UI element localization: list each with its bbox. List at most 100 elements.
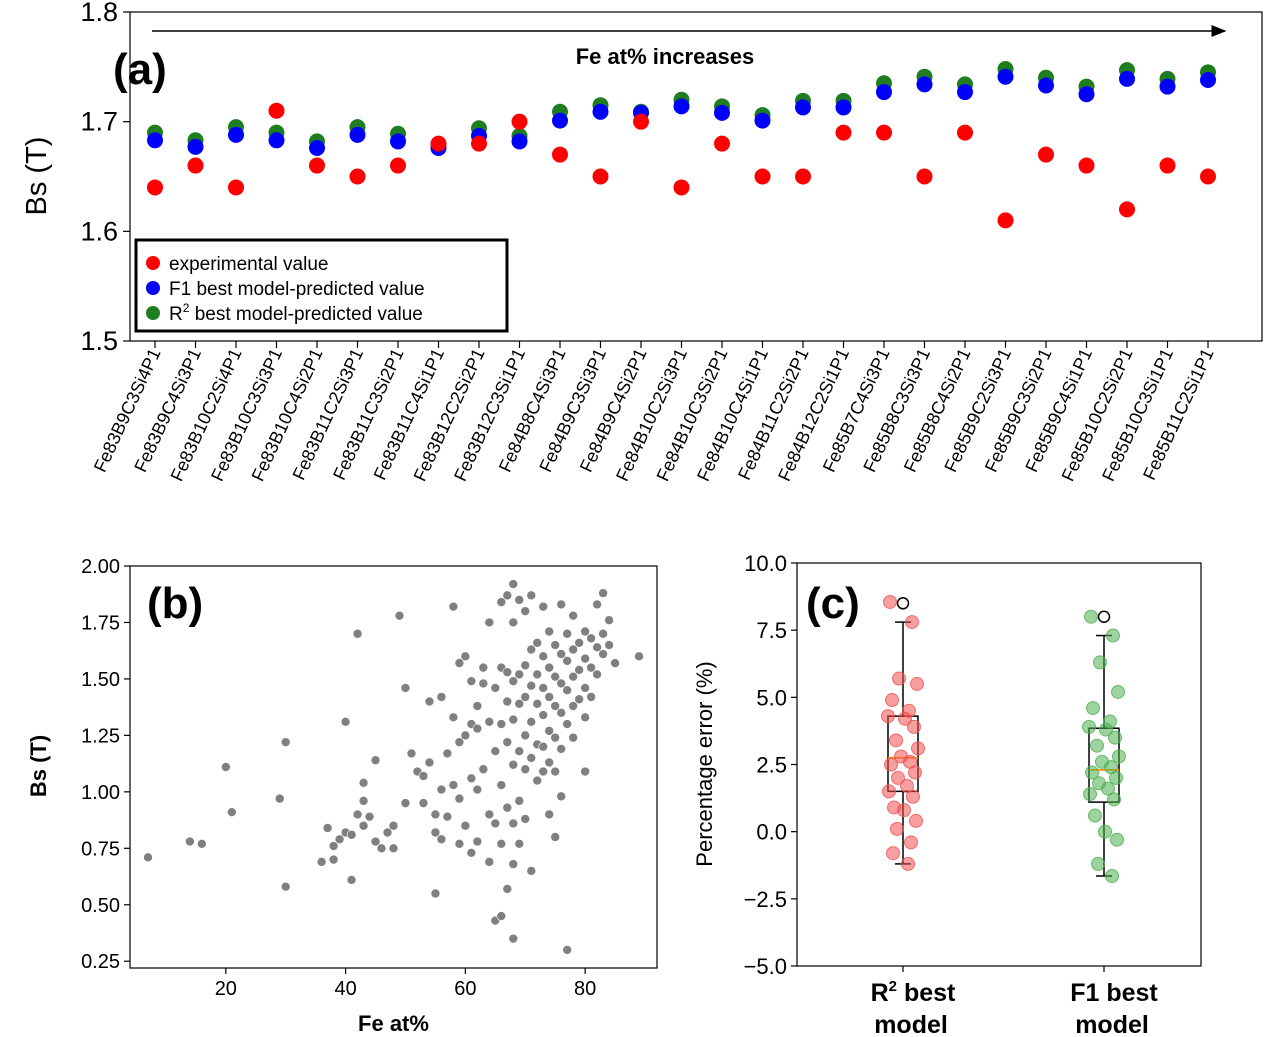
panel-b-point — [604, 615, 614, 626]
panel-a-point-experimental — [1078, 157, 1095, 174]
panel-c-jitter-point — [1093, 655, 1107, 670]
panel-b-point — [370, 755, 381, 766]
panel-b-point — [334, 834, 345, 845]
panel-b-point — [580, 653, 590, 664]
panel-b-point — [544, 626, 555, 637]
panel-b-point — [580, 683, 590, 693]
panel-b-point — [358, 778, 369, 788]
panel-b-point — [424, 696, 435, 707]
panel-c-jitter-point — [882, 784, 896, 799]
panel-b-point — [586, 692, 596, 702]
panel-b-point — [490, 818, 501, 829]
panel-b-point — [478, 662, 489, 673]
panel-b-point — [610, 658, 620, 668]
panel-a-ytick-label: 1.8 — [80, 0, 118, 27]
panel-c-ytick-label: 2.5 — [756, 753, 787, 778]
panel-c-jitter-point — [911, 741, 925, 756]
panel-b-point — [592, 599, 602, 610]
panel-a-point-experimental — [876, 124, 892, 141]
panel-a-point-experimental — [511, 113, 528, 130]
panel-b-point — [454, 658, 465, 668]
panel-a-point-f1-pred — [552, 112, 568, 129]
panel-a-label: (a) — [113, 45, 167, 94]
panel-c-jitter-point — [1101, 781, 1115, 796]
panel-b-point — [340, 717, 351, 727]
panel-c-ytick-label: 10.0 — [744, 551, 787, 576]
panel-c-jitter-point — [905, 615, 919, 630]
panel-b-point — [544, 662, 555, 673]
panel-a-point-experimental — [349, 168, 366, 185]
panel-a-legend-marker — [146, 306, 160, 320]
panel-b-point — [508, 714, 519, 725]
panel-b-point — [376, 843, 387, 854]
panel-a-point-experimental — [714, 135, 730, 152]
panel-c-jitter-point — [1112, 749, 1126, 764]
panel-b-point — [538, 601, 549, 612]
panel-c-jitter-point — [898, 711, 912, 726]
panel-b-point — [448, 712, 459, 723]
panel-b-point — [508, 818, 519, 829]
panel-c-xtick-label-line1: R2 best — [871, 978, 956, 1007]
panel-b-point — [568, 671, 578, 682]
panel-c-jitter-point — [1107, 792, 1121, 807]
panel-a-point-f1-pred — [349, 126, 366, 143]
panel-a-point-experimental — [633, 113, 649, 130]
panel-c-jitter-point — [1099, 722, 1113, 737]
panel-b-point — [538, 683, 549, 693]
panel-b-point — [562, 945, 572, 955]
panel-a-point-f1-pred — [592, 103, 609, 120]
panel-c-xtick-label-line2: model — [874, 1011, 948, 1037]
panel-b-point — [478, 678, 489, 689]
panel-b-point — [370, 836, 381, 847]
panel-c-jitter-point — [890, 821, 904, 836]
panel-c-jitter-point — [883, 594, 897, 609]
panel-c-label: (c) — [806, 579, 860, 628]
panel-b-point — [454, 838, 465, 849]
panel-a-point-experimental — [390, 157, 406, 174]
panel-c-xtick-label-line2: model — [1075, 1011, 1149, 1037]
panel-b-point — [185, 836, 195, 847]
panel-b-point — [382, 827, 393, 838]
panel-b-point — [460, 820, 471, 831]
panel-b-point — [508, 859, 519, 869]
panel-b-point — [562, 719, 572, 729]
panel-b-point — [466, 773, 477, 784]
panel-a-point-experimental — [1119, 201, 1135, 218]
panel-b-point — [550, 766, 560, 777]
panel-b-point — [490, 683, 501, 693]
panel-b-axes-frame — [129, 565, 658, 969]
panel-c-jitter-point — [908, 765, 922, 780]
panel-a-point-f1-pred — [147, 132, 163, 149]
panel-c-jitter-point — [884, 757, 898, 772]
panel-b-point — [388, 843, 399, 854]
panel-c-jitter-point — [907, 719, 921, 734]
panel-b-point — [538, 651, 549, 662]
panel-b-point — [532, 669, 543, 680]
panel-b-point — [550, 732, 560, 743]
panel-b-point — [586, 633, 596, 644]
panel-c-jitter-point — [886, 846, 900, 861]
panel-b-point — [143, 852, 153, 863]
panel-b-point — [532, 637, 543, 648]
panel-b-ytick-label: 1.25 — [81, 725, 120, 747]
panel-b-point — [514, 838, 525, 849]
panel-a-point-f1-pred — [957, 84, 973, 101]
panel-b-xtick-label: 40 — [334, 978, 356, 1000]
panel-a-point-experimental — [1038, 146, 1054, 163]
panel-a-point-f1-pred — [714, 104, 730, 121]
panel-a-point-f1-pred — [187, 138, 204, 155]
panel-b-ytick-label: 1.75 — [81, 612, 120, 634]
panel-b-point — [400, 798, 411, 808]
panel-c-outlier — [1097, 610, 1111, 623]
panel-b-ytick-label: 1.50 — [81, 669, 120, 691]
panel-a-y-axis-title: Bs (T) — [21, 137, 53, 216]
panel-b-ytick-label: 2.00 — [81, 556, 120, 578]
panel-b-xtick-label: 60 — [454, 978, 476, 1000]
panel-b-label: (b) — [147, 579, 203, 628]
panel-a-ytick-label: 1.7 — [80, 107, 118, 137]
panel-b-point — [436, 834, 447, 845]
panel-a-point-experimental — [1200, 168, 1216, 185]
panel-b-point — [532, 775, 543, 786]
panel-c-jitter-point — [881, 709, 895, 724]
panel-b-point — [526, 644, 537, 655]
